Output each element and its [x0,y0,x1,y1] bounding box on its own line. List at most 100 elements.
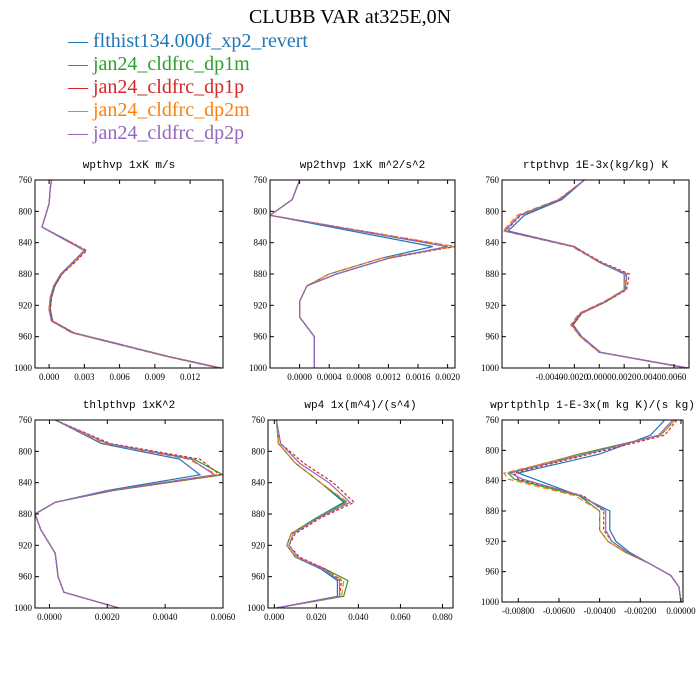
x-tick-label: 0.080 [432,612,453,622]
y-tick-label: 840 [19,238,33,248]
x-tick-label: 0.00000 [666,606,696,616]
y-tick-label: 960 [19,332,33,342]
series-line [41,180,221,368]
x-tick-label: 0.0060 [211,612,236,622]
panel: wp4 1x(m^4)/(s^4)76080084088092096010000… [247,400,454,622]
y-tick-label: 880 [19,509,33,519]
y-tick-label: 960 [254,332,268,342]
series-line [270,180,455,368]
y-tick-label: 1000 [247,603,266,613]
series-line [35,420,223,608]
y-tick-label: 880 [254,269,268,279]
y-tick-label: 1000 [481,597,500,607]
series-group [502,180,688,368]
x-tick-label: -0.00200 [624,606,657,616]
x-tick-label: 0.0000 [287,372,312,382]
y-tick-label: 960 [252,572,266,582]
x-tick-label: 0.012 [180,372,200,382]
plot-frame [34,179,224,369]
x-tick-label: 0.0000 [37,612,62,622]
panel-title: wprtpthlp 1-E-3x(m kg K)/(s kg) [490,400,695,412]
y-tick-label: 840 [486,476,500,486]
series-line [270,180,448,368]
x-tick-label: 0.0020 [435,372,460,382]
y-tick-label: 760 [486,175,500,185]
y-tick-label: 800 [254,206,268,216]
x-tick-label: -0.00400 [583,606,616,616]
x-tick-label: 0.0016 [406,372,431,382]
y-tick-label: 960 [19,572,33,582]
x-tick-label: 0.020 [306,612,327,622]
y-tick-label: 840 [486,238,500,248]
chart-title: CLUBB VAR at325E,0N [248,6,452,28]
x-tick-label: 0.0004 [317,372,342,382]
y-tick-label: 880 [486,506,500,516]
plot-frame [501,419,684,603]
legend-entry: — flthist134.000f_xp2_revert [68,30,308,52]
x-tick-label: 0.000 [39,372,60,382]
x-tick-label: 0.0020 [612,372,637,382]
y-tick-label: 920 [486,300,500,310]
legend: — flthist134.000f_xp2_revert — jan24_cldf… [68,30,308,145]
y-tick-label: 1000 [14,363,33,373]
panel: rtpthvp 1E-3x(kg/kg) K 760 800 840 880 920 960… [481,160,690,382]
plot-frame [267,419,454,609]
x-tick-label: 0.0012 [376,372,401,382]
panel: wpthvp 1xK m/s 760 800 840 880 920 960 1000 0.00… [14,160,224,382]
series-line [503,420,682,602]
x-tick-label: 0.0000 [587,372,612,382]
y-tick-label: 880 [19,269,33,279]
y-tick-label: 760 [252,415,266,425]
series-line [503,180,688,368]
series-line [275,420,356,608]
y-tick-label: 760 [19,415,33,425]
series-line [504,180,688,368]
panel: wprtpthlp 1-E-3x(m kg K)/(s kg) 760 800 840… [481,400,696,616]
panel-title: wpthvp 1xK m/s [83,160,175,172]
y-tick-label: 880 [252,509,266,519]
series-line [270,180,433,368]
x-tick-label: 0.0008 [346,372,371,382]
panel-title: wp2thvp 1xK m^2/s^2 [300,160,425,172]
series-line [275,420,350,608]
legend-entry: — jan24_cldfrc_dp1p [68,76,245,98]
y-tick-label: 1000 [481,363,500,373]
y-tick-label: 800 [19,446,33,456]
series-line [508,420,682,602]
y-tick-label: 920 [19,540,33,550]
series-line [41,180,220,368]
plot-frame [269,179,456,369]
y-tick-label: 960 [486,332,500,342]
x-tick-label: -0.00800 [502,606,535,616]
x-tick-label: 0.060 [390,612,411,622]
plot-frame [34,419,224,609]
y-tick-label: 920 [252,540,266,550]
x-tick-label: 0.0060 [662,372,687,382]
x-tick-label: 0.003 [74,372,95,382]
legend-entry: — jan24_cldfrc_dp2m [68,99,250,121]
x-tick-label: -0.0020 [560,372,588,382]
x-tick-label: -0.00600 [543,606,576,616]
series-line [503,180,688,368]
panel-title: rtpthvp 1E-3x(kg/kg) K [523,160,669,172]
x-tick-label: 0.0020 [95,612,120,622]
x-tick-label: 0.0040 [637,372,662,382]
y-tick-label: 760 [19,175,33,185]
x-tick-label: 0.006 [109,372,130,382]
series-group [35,420,223,608]
y-tick-label: 840 [252,478,266,488]
y-tick-label: 960 [486,567,500,577]
panel: wp2thvp 1xK m^2/s^2 760 800 840 880 920 960 100… [249,160,460,382]
panel-title: thlpthvp 1xK^2 [83,400,175,412]
legend-entry: — jan24_cldfrc_dp1m [68,53,250,75]
series-group [270,180,455,368]
panel: thlpthvp 1xK^2 760 800 840 880 920 960 1000 0.00… [14,400,236,622]
series-line [41,180,220,368]
series-group [503,420,682,602]
y-tick-label: 1000 [14,603,33,613]
y-tick-label: 800 [486,445,500,455]
y-tick-label: 800 [252,446,266,456]
y-tick-label: 840 [19,478,33,488]
x-tick-label: 0.0040 [153,612,178,622]
